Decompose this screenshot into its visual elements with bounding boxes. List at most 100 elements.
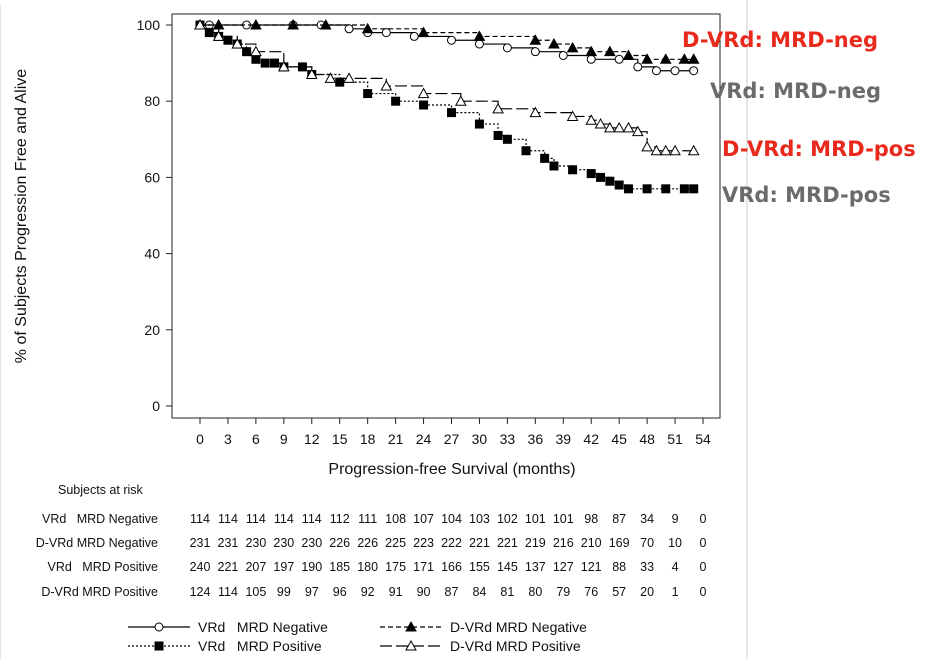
legend: VRd MRD Negative D-VRd MRD Negative VRd MR…	[128, 619, 587, 654]
point-vrd-mrd-negative-15	[614, 54, 624, 64]
legend-entry-d-vrd-mrd-positive: D-VRd MRD Positive	[380, 638, 581, 654]
point-d-vrd-mrd-negative-4	[319, 18, 332, 30]
point-d-vrd-mrd-negative-13	[622, 49, 635, 60]
legend-marker-vrd-mrd-positive	[154, 641, 164, 651]
x-axis-label: Progression-free Survival (months)	[328, 461, 575, 478]
point-vrd-mrd-negative-12	[530, 47, 540, 57]
risk-value-d-vrd-mrd-positive-21: 91	[389, 585, 403, 599]
risk-value-vrd-mrd-positive-12: 190	[301, 560, 322, 574]
point-d-vrd-mrd-positive-16	[604, 121, 616, 133]
legend-entry-vrd-mrd-negative: VRd MRD Negative	[128, 619, 328, 635]
risk-value-d-vrd-mrd-negative-21: 225	[385, 536, 406, 550]
point-d-vrd-mrd-positive-2	[231, 38, 244, 49]
risk-value-d-vrd-mrd-negative-54: 0	[700, 536, 707, 550]
point-vrd-mrd-negative-11	[502, 43, 512, 53]
legend-entry-d-vrd-mrd-negative: D-VRd MRD Negative	[380, 619, 587, 635]
risk-value-vrd-mrd-positive-0: 240	[190, 560, 211, 574]
series-vrd-mrd-positive	[195, 20, 699, 194]
point-d-vrd-mrd-negative-6	[417, 26, 430, 38]
legend-entry-vrd-mrd-positive: VRd MRD Positive	[128, 638, 322, 654]
annotations: D-VRd: MRD-neg VRd: MRD-neg D-VRd: MRD-p…	[682, 28, 916, 207]
risk-value-d-vrd-mrd-positive-3: 114	[218, 585, 238, 599]
point-vrd-mrd-positive-19	[502, 134, 512, 144]
risk-value-vrd-mrd-positive-15: 185	[329, 560, 350, 574]
point-vrd-mrd-positive-1	[204, 28, 214, 38]
risk-value-vrd-mrd-positive-24: 171	[413, 560, 434, 574]
risk-value-d-vrd-mrd-positive-51: 1	[672, 585, 679, 599]
point-d-vrd-mrd-negative-2	[250, 18, 262, 30]
risk-value-vrd-mrd-negative-24: 107	[413, 512, 434, 526]
legend-label-d-vrd-mrd-negative: D-VRd MRD Negative	[450, 619, 587, 635]
risk-value-vrd-mrd-negative-45: 87	[612, 512, 626, 526]
x-tick-label-33: 33	[500, 431, 516, 447]
risk-value-vrd-mrd-negative-39: 101	[553, 512, 574, 526]
point-vrd-mrd-positive-22	[549, 161, 559, 171]
risk-value-d-vrd-mrd-positive-9: 99	[277, 585, 291, 599]
risk-value-d-vrd-mrd-negative-18: 226	[357, 536, 378, 550]
series-d-vrd-mrd-negative	[194, 18, 700, 64]
point-d-vrd-mrd-positive-11	[492, 102, 504, 114]
point-vrd-mrd-positive-25	[596, 172, 606, 182]
point-d-vrd-mrd-positive-3	[250, 45, 262, 57]
risk-value-d-vrd-mrd-positive-6: 105	[245, 585, 266, 599]
point-vrd-mrd-positive-13	[363, 89, 373, 99]
point-d-vrd-mrd-negative-15	[659, 53, 672, 64]
point-vrd-mrd-positive-15	[419, 100, 429, 110]
point-vrd-mrd-positive-18	[493, 130, 503, 140]
risk-value-d-vrd-mrd-positive-42: 76	[584, 585, 598, 599]
x-tick-label-9: 9	[280, 431, 288, 447]
risk-value-vrd-mrd-negative-3: 114	[218, 512, 238, 526]
x-tick-label-12: 12	[304, 431, 320, 447]
risk-value-vrd-mrd-positive-48: 33	[640, 560, 654, 574]
y-tick-label-0: 0	[152, 398, 160, 414]
risk-value-d-vrd-mrd-negative-9: 230	[273, 536, 294, 550]
point-vrd-mrd-positive-3	[223, 35, 233, 45]
point-vrd-mrd-negative-13	[558, 50, 568, 60]
point-d-vrd-mrd-negative-10	[566, 41, 579, 53]
annotation-dvrd-mrd-pos: D-VRd: MRD-pos	[722, 137, 916, 161]
point-d-vrd-mrd-negative-17	[687, 53, 700, 64]
point-d-vrd-mrd-negative-12	[604, 45, 616, 57]
risk-row-label-d-vrd-mrd-negative: D-VRd MRD Negative	[36, 536, 158, 550]
point-vrd-mrd-positive-12	[335, 77, 345, 87]
point-d-vrd-mrd-positive-23	[669, 144, 681, 156]
point-vrd-mrd-positive-23	[568, 165, 578, 175]
point-d-vrd-mrd-positive-13	[566, 110, 579, 121]
point-d-vrd-mrd-positive-24	[687, 144, 700, 156]
risk-value-vrd-mrd-negative-33: 102	[497, 512, 518, 526]
risk-value-vrd-mrd-negative-36: 101	[525, 512, 546, 526]
risk-value-vrd-mrd-positive-51: 4	[672, 560, 679, 574]
point-vrd-mrd-positive-17	[474, 119, 484, 129]
risk-value-d-vrd-mrd-positive-27: 87	[445, 585, 459, 599]
risk-value-d-vrd-mrd-negative-42: 210	[581, 536, 602, 550]
point-vrd-mrd-negative-16	[633, 62, 643, 72]
y-tick-label-40: 40	[144, 246, 160, 262]
x-tick-label-0: 0	[196, 431, 204, 447]
risk-value-d-vrd-mrd-negative-24: 223	[413, 536, 434, 550]
risk-value-d-vrd-mrd-negative-3: 231	[218, 536, 239, 550]
risk-value-d-vrd-mrd-positive-33: 81	[500, 585, 514, 599]
point-d-vrd-mrd-negative-16	[678, 53, 691, 64]
risk-value-vrd-mrd-positive-36: 137	[525, 560, 546, 574]
y-tick-label-60: 60	[144, 169, 160, 185]
risk-value-vrd-mrd-positive-9: 197	[273, 560, 294, 574]
point-vrd-mrd-positive-32	[689, 184, 699, 194]
point-vrd-mrd-positive-21	[540, 153, 550, 163]
point-d-vrd-mrd-positive-5	[305, 68, 318, 80]
x-tick-label-54: 54	[695, 431, 711, 447]
point-d-vrd-mrd-positive-8	[380, 79, 393, 91]
x-tick-label-18: 18	[360, 431, 376, 447]
point-d-vrd-mrd-negative-11	[585, 45, 598, 57]
legend-marker-d-vrd-mrd-positive	[405, 639, 417, 651]
legend-marker-d-vrd-mrd-negative	[405, 620, 417, 632]
x-tick-label-42: 42	[583, 431, 599, 447]
risk-value-d-vrd-mrd-positive-30: 84	[472, 585, 486, 599]
point-vrd-mrd-negative-9	[447, 35, 456, 45]
x-tick-label-24: 24	[416, 431, 432, 447]
risk-value-d-vrd-mrd-positive-36: 80	[528, 585, 542, 599]
y-tick-label-20: 20	[144, 322, 160, 338]
x-tick-label-51: 51	[667, 431, 683, 447]
risk-value-vrd-mrd-positive-3: 221	[218, 560, 239, 574]
point-d-vrd-mrd-positive-0	[194, 18, 206, 30]
risk-value-vrd-mrd-negative-54: 0	[700, 512, 707, 526]
